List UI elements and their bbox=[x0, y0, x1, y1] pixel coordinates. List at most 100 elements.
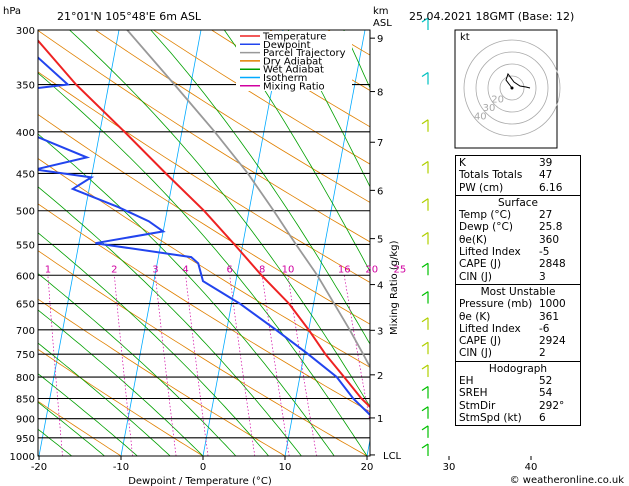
index-row: Temp (°C) 27 bbox=[459, 209, 577, 221]
index-row: SREH 54 bbox=[459, 387, 577, 399]
pressure-tick-label: 700 bbox=[16, 326, 35, 337]
pressure-tick-label: 800 bbox=[16, 373, 35, 384]
index-row: CIN (J) 3 bbox=[459, 271, 577, 283]
hodo-box: Hodograph EH 52 SREH 54 StmDir 292° StmSpd (kt… bbox=[455, 361, 581, 427]
mixing-ratio-label: 16 bbox=[338, 264, 351, 275]
hodograph-ring bbox=[487, 63, 537, 113]
hodo-title: Hodograph bbox=[488, 362, 548, 375]
mixing-ratio-label: 10 bbox=[282, 264, 295, 275]
wind-barb-flag bbox=[421, 385, 429, 391]
wind-barb-flag bbox=[421, 317, 429, 323]
index-value: 25.8 bbox=[539, 221, 563, 234]
isotherm-line bbox=[284, 30, 366, 456]
index-value: 2848 bbox=[539, 258, 566, 271]
pressure-tick-label: 650 bbox=[16, 300, 35, 311]
x-tick-label: 40 bbox=[525, 462, 538, 473]
wind-barb-flag bbox=[421, 425, 429, 431]
index-value: 39 bbox=[539, 157, 553, 169]
index-row: CIN (J) 2 bbox=[459, 347, 577, 359]
wind-barb-flag bbox=[421, 406, 429, 412]
index-key: StmDir bbox=[459, 399, 496, 412]
index-key: Temp (°C) bbox=[459, 209, 512, 222]
height-tick-label: 6 bbox=[377, 186, 383, 197]
wet-adiabat-line bbox=[69, 30, 370, 408]
mixing-ratio-line bbox=[113, 275, 133, 456]
dewpoint-line bbox=[38, 56, 370, 417]
index-key: EH bbox=[459, 375, 474, 388]
wind-barb-flag bbox=[421, 341, 429, 347]
hodograph-trace bbox=[505, 72, 531, 89]
index-key: PW (cm) bbox=[459, 181, 504, 194]
x-axis-label: Dewpoint / Temperature (°C) bbox=[128, 476, 272, 486]
index-key: CIN (J) bbox=[459, 347, 492, 360]
surface-title: Surface bbox=[497, 196, 538, 209]
wet-adiabat-line bbox=[38, 232, 269, 456]
pressure-tick-label: 900 bbox=[16, 415, 35, 426]
height-tick-label: 3 bbox=[377, 326, 383, 337]
x-tick-label: -20 bbox=[31, 462, 47, 473]
legend-label: Isotherm bbox=[263, 73, 307, 84]
wet-adiabat-line bbox=[38, 273, 237, 456]
pressure-tick-label: 300 bbox=[16, 26, 35, 37]
index-key: Totals Totals bbox=[459, 169, 523, 182]
legend-label: Temperature bbox=[262, 32, 326, 43]
mixing-ratio-label: 25 bbox=[394, 264, 407, 275]
mixing-ratio-line bbox=[47, 275, 63, 456]
wet-adiabat-line bbox=[38, 309, 204, 456]
wind-barb-flag bbox=[421, 160, 429, 166]
hodograph-ring-label: 20 bbox=[491, 94, 504, 105]
wet-adiabat-line bbox=[38, 373, 138, 456]
wind-barb-flag bbox=[421, 443, 429, 449]
isotherm-line bbox=[120, 30, 202, 456]
dry-adiabat-line bbox=[38, 30, 370, 243]
index-value: 54 bbox=[539, 387, 553, 400]
wind-barb-flag bbox=[421, 262, 429, 268]
index-value: -5 bbox=[539, 246, 550, 259]
mixing-ratio-line bbox=[155, 275, 177, 456]
legend-label: Dry Adiabat bbox=[263, 56, 322, 67]
pressure-tick-label: 850 bbox=[16, 394, 35, 405]
pressure-tick-label: 450 bbox=[16, 169, 35, 180]
x-tick-label: 20 bbox=[361, 462, 374, 473]
dry-adiabat-line bbox=[95, 30, 370, 203]
mixing-ratio-label: 2 bbox=[111, 264, 117, 275]
index-key: Lifted Index bbox=[459, 322, 521, 335]
index-value: 360 bbox=[539, 233, 560, 246]
wind-barb-flag bbox=[421, 17, 429, 23]
index-key: Lifted Index bbox=[459, 246, 521, 259]
index-key: Pressure (mb) bbox=[459, 298, 533, 311]
index-row: θe (K) 361 bbox=[459, 311, 577, 323]
index-key: θe(K) bbox=[459, 233, 487, 246]
mixing-ratio-label: 3 bbox=[152, 264, 158, 275]
wet-adiabat-line bbox=[287, 30, 370, 188]
hodograph-ring-label: 40 bbox=[474, 112, 487, 123]
index-value: 361 bbox=[539, 310, 560, 323]
indices-top: K 39 Totals Totals 47 PW (cm) 6.16 bbox=[455, 155, 581, 196]
height-unit-asl: ASL bbox=[373, 18, 392, 29]
profile-lines bbox=[38, 30, 370, 417]
wet-adiabat-line bbox=[38, 342, 171, 456]
pressure-tick-label: 600 bbox=[16, 271, 35, 282]
index-value: 3 bbox=[539, 270, 546, 283]
x-tick-label: -10 bbox=[113, 462, 129, 473]
index-key: Dewp (°C) bbox=[459, 221, 513, 234]
wind-barb-flag bbox=[421, 72, 429, 78]
pressure-tick-label: 750 bbox=[16, 350, 35, 361]
pressure-tick-label: 1000 bbox=[10, 452, 35, 463]
dry-adiabat-line bbox=[38, 348, 204, 456]
height-tick-label: LCL bbox=[383, 451, 402, 462]
isobar-lines bbox=[38, 29, 370, 457]
height-unit-km: km bbox=[373, 6, 389, 17]
x-tick-label: 30 bbox=[443, 462, 456, 473]
pressure-tick-label: 500 bbox=[16, 207, 35, 218]
unstable-box: Most Unstable Pressure (mb) 1000 θe (K) 361… bbox=[455, 284, 581, 362]
isotherm-line bbox=[613, 30, 629, 456]
index-key: SREH bbox=[459, 387, 488, 400]
pressure-unit: hPa bbox=[3, 6, 21, 17]
height-tick-label: 4 bbox=[377, 281, 383, 292]
mixing-ratio-labels: 1 2 3 4 6 8 10 16 20 25 bbox=[45, 264, 407, 275]
height-tick-label: 5 bbox=[377, 235, 383, 246]
